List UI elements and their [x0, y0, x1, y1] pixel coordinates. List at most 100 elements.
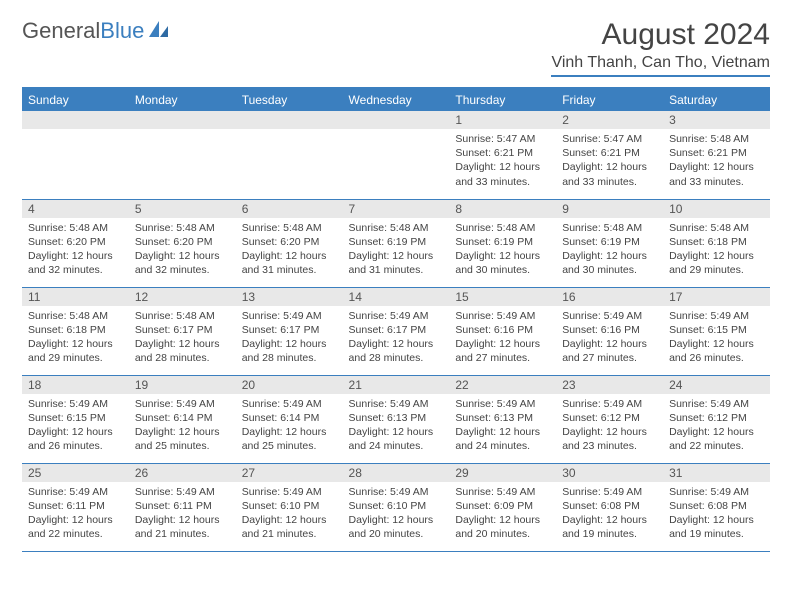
day-number: 3: [663, 111, 770, 129]
day-number: 12: [129, 288, 236, 306]
day-number: 28: [343, 464, 450, 482]
day-header: Monday: [129, 88, 236, 111]
day-content: Sunrise: 5:49 AMSunset: 6:11 PMDaylight:…: [22, 482, 129, 545]
calendar-row: 18Sunrise: 5:49 AMSunset: 6:15 PMDayligh…: [22, 375, 770, 463]
day-number: 4: [22, 200, 129, 218]
day-content: Sunrise: 5:49 AMSunset: 6:12 PMDaylight:…: [556, 394, 663, 457]
day-number: 27: [236, 464, 343, 482]
day-number: 26: [129, 464, 236, 482]
day-content: Sunrise: 5:48 AMSunset: 6:17 PMDaylight:…: [129, 306, 236, 369]
day-content: Sunrise: 5:49 AMSunset: 6:16 PMDaylight:…: [449, 306, 556, 369]
day-number: 14: [343, 288, 450, 306]
day-header: Wednesday: [343, 88, 450, 111]
day-content: Sunrise: 5:48 AMSunset: 6:19 PMDaylight:…: [449, 218, 556, 281]
day-number: 29: [449, 464, 556, 482]
day-number: 10: [663, 200, 770, 218]
calendar-cell: [129, 111, 236, 199]
calendar-cell: [236, 111, 343, 199]
calendar-cell: 24Sunrise: 5:49 AMSunset: 6:12 PMDayligh…: [663, 375, 770, 463]
day-content: Sunrise: 5:48 AMSunset: 6:20 PMDaylight:…: [22, 218, 129, 281]
day-content: Sunrise: 5:49 AMSunset: 6:12 PMDaylight:…: [663, 394, 770, 457]
day-number: 19: [129, 376, 236, 394]
day-content: Sunrise: 5:47 AMSunset: 6:21 PMDaylight:…: [449, 129, 556, 192]
day-number: 18: [22, 376, 129, 394]
calendar-cell: 6Sunrise: 5:48 AMSunset: 6:20 PMDaylight…: [236, 199, 343, 287]
calendar-cell: 22Sunrise: 5:49 AMSunset: 6:13 PMDayligh…: [449, 375, 556, 463]
calendar-cell: 8Sunrise: 5:48 AMSunset: 6:19 PMDaylight…: [449, 199, 556, 287]
day-number: 8: [449, 200, 556, 218]
day-content: Sunrise: 5:49 AMSunset: 6:16 PMDaylight:…: [556, 306, 663, 369]
calendar-row: 1Sunrise: 5:47 AMSunset: 6:21 PMDaylight…: [22, 111, 770, 199]
calendar-cell: 10Sunrise: 5:48 AMSunset: 6:18 PMDayligh…: [663, 199, 770, 287]
calendar-table: SundayMondayTuesdayWednesdayThursdayFrid…: [22, 87, 770, 552]
day-number: 21: [343, 376, 450, 394]
day-header-row: SundayMondayTuesdayWednesdayThursdayFrid…: [22, 88, 770, 111]
calendar-cell: 31Sunrise: 5:49 AMSunset: 6:08 PMDayligh…: [663, 463, 770, 551]
calendar-cell: 29Sunrise: 5:49 AMSunset: 6:09 PMDayligh…: [449, 463, 556, 551]
location: Vinh Thanh, Can Tho, Vietnam: [551, 54, 770, 77]
day-number: 1: [449, 111, 556, 129]
calendar-cell: 2Sunrise: 5:47 AMSunset: 6:21 PMDaylight…: [556, 111, 663, 199]
calendar-cell: 5Sunrise: 5:48 AMSunset: 6:20 PMDaylight…: [129, 199, 236, 287]
calendar-cell: 13Sunrise: 5:49 AMSunset: 6:17 PMDayligh…: [236, 287, 343, 375]
calendar-cell: 1Sunrise: 5:47 AMSunset: 6:21 PMDaylight…: [449, 111, 556, 199]
calendar-cell: [22, 111, 129, 199]
day-content: Sunrise: 5:49 AMSunset: 6:15 PMDaylight:…: [663, 306, 770, 369]
day-number: 15: [449, 288, 556, 306]
day-number: 30: [556, 464, 663, 482]
day-content: Sunrise: 5:48 AMSunset: 6:19 PMDaylight:…: [343, 218, 450, 281]
calendar-cell: 28Sunrise: 5:49 AMSunset: 6:10 PMDayligh…: [343, 463, 450, 551]
calendar-cell: 14Sunrise: 5:49 AMSunset: 6:17 PMDayligh…: [343, 287, 450, 375]
day-content: Sunrise: 5:48 AMSunset: 6:20 PMDaylight:…: [236, 218, 343, 281]
day-content: Sunrise: 5:49 AMSunset: 6:10 PMDaylight:…: [343, 482, 450, 545]
day-content: Sunrise: 5:49 AMSunset: 6:14 PMDaylight:…: [236, 394, 343, 457]
header: GeneralBlue August 2024 Vinh Thanh, Can …: [22, 18, 770, 77]
day-number: 22: [449, 376, 556, 394]
day-number: 13: [236, 288, 343, 306]
day-content: Sunrise: 5:49 AMSunset: 6:08 PMDaylight:…: [556, 482, 663, 545]
calendar-cell: 18Sunrise: 5:49 AMSunset: 6:15 PMDayligh…: [22, 375, 129, 463]
day-header: Friday: [556, 88, 663, 111]
day-number: 25: [22, 464, 129, 482]
day-content: Sunrise: 5:47 AMSunset: 6:21 PMDaylight:…: [556, 129, 663, 192]
calendar-cell: 11Sunrise: 5:48 AMSunset: 6:18 PMDayligh…: [22, 287, 129, 375]
sail-icon: [148, 20, 170, 43]
calendar-cell: 3Sunrise: 5:48 AMSunset: 6:21 PMDaylight…: [663, 111, 770, 199]
day-number: 20: [236, 376, 343, 394]
day-number: 16: [556, 288, 663, 306]
day-header: Saturday: [663, 88, 770, 111]
calendar-cell: 25Sunrise: 5:49 AMSunset: 6:11 PMDayligh…: [22, 463, 129, 551]
calendar-cell: 16Sunrise: 5:49 AMSunset: 6:16 PMDayligh…: [556, 287, 663, 375]
day-content: Sunrise: 5:49 AMSunset: 6:17 PMDaylight:…: [343, 306, 450, 369]
brand-logo: GeneralBlue: [22, 18, 170, 44]
calendar-cell: 9Sunrise: 5:48 AMSunset: 6:19 PMDaylight…: [556, 199, 663, 287]
day-content: Sunrise: 5:48 AMSunset: 6:20 PMDaylight:…: [129, 218, 236, 281]
day-content: Sunrise: 5:48 AMSunset: 6:19 PMDaylight:…: [556, 218, 663, 281]
brand-part1: General: [22, 18, 100, 43]
day-content: Sunrise: 5:48 AMSunset: 6:18 PMDaylight:…: [663, 218, 770, 281]
title-block: August 2024 Vinh Thanh, Can Tho, Vietnam: [551, 18, 770, 77]
calendar-cell: 7Sunrise: 5:48 AMSunset: 6:19 PMDaylight…: [343, 199, 450, 287]
day-number: 9: [556, 200, 663, 218]
day-number: 6: [236, 200, 343, 218]
calendar-cell: 20Sunrise: 5:49 AMSunset: 6:14 PMDayligh…: [236, 375, 343, 463]
day-number: [129, 111, 236, 129]
calendar-cell: 21Sunrise: 5:49 AMSunset: 6:13 PMDayligh…: [343, 375, 450, 463]
calendar-cell: [343, 111, 450, 199]
day-content: Sunrise: 5:49 AMSunset: 6:11 PMDaylight:…: [129, 482, 236, 545]
brand-part2: Blue: [100, 18, 144, 43]
day-content: Sunrise: 5:49 AMSunset: 6:17 PMDaylight:…: [236, 306, 343, 369]
day-content: Sunrise: 5:49 AMSunset: 6:13 PMDaylight:…: [343, 394, 450, 457]
day-content: Sunrise: 5:49 AMSunset: 6:10 PMDaylight:…: [236, 482, 343, 545]
day-content: Sunrise: 5:49 AMSunset: 6:08 PMDaylight:…: [663, 482, 770, 545]
calendar-cell: 26Sunrise: 5:49 AMSunset: 6:11 PMDayligh…: [129, 463, 236, 551]
brand-text: GeneralBlue: [22, 18, 144, 44]
calendar-cell: 15Sunrise: 5:49 AMSunset: 6:16 PMDayligh…: [449, 287, 556, 375]
day-content: Sunrise: 5:49 AMSunset: 6:15 PMDaylight:…: [22, 394, 129, 457]
day-number: 31: [663, 464, 770, 482]
day-number: 23: [556, 376, 663, 394]
day-number: [343, 111, 450, 129]
day-content: Sunrise: 5:48 AMSunset: 6:18 PMDaylight:…: [22, 306, 129, 369]
calendar-row: 11Sunrise: 5:48 AMSunset: 6:18 PMDayligh…: [22, 287, 770, 375]
day-number: [236, 111, 343, 129]
